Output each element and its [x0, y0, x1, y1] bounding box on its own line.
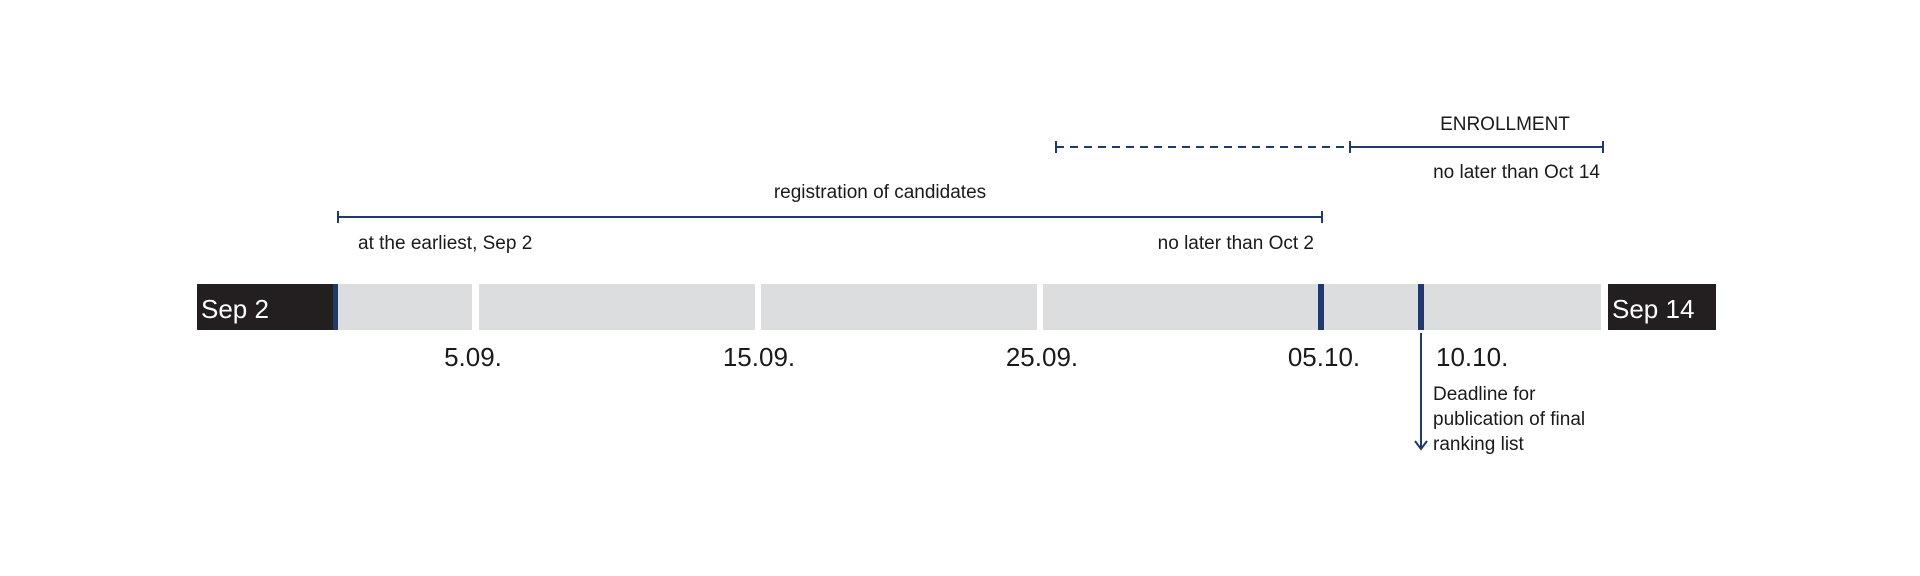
tick-label: 05.10.	[1288, 342, 1360, 372]
deadline-annotation: Deadline for publication of final rankin…	[1414, 333, 1585, 455]
enrollment-end-note: no later than Oct 14	[1433, 162, 1600, 183]
enrollment-bracket: ENROLLMENT no later than Oct 14	[1055, 114, 1604, 183]
start-cap-label: Sep 2	[201, 294, 269, 324]
deadline-note-line-2: publication of final	[1433, 409, 1585, 430]
deadline-note-line-3: ranking list	[1433, 434, 1525, 455]
registration-end-note: no later than Oct 2	[1158, 233, 1314, 254]
tick-label: 25.09.	[1006, 342, 1078, 372]
timeline-bar: Sep 2 Sep 14	[197, 284, 1716, 330]
tick-label: 10.10.	[1436, 342, 1508, 372]
track-segment-3	[761, 284, 1037, 330]
start-cap	[197, 284, 337, 330]
registration-bracket: registration of candidates at the earlie…	[337, 182, 1323, 254]
track-segment-2	[479, 284, 755, 330]
deadline-note-line-1: Deadline for	[1433, 384, 1536, 405]
tick-label: 5.09.	[444, 342, 502, 372]
registration-start-note: at the earliest, Sep 2	[358, 233, 532, 254]
end-cap	[1608, 284, 1716, 330]
tick-labels: 5.09. 15.09. 25.09. 05.10. 10.10.	[444, 342, 1508, 372]
deadline-marker	[1418, 284, 1424, 330]
track-segment-1	[337, 284, 472, 330]
registration-title: registration of candidates	[774, 182, 986, 203]
end-cap-label: Sep 14	[1612, 294, 1694, 324]
enrollment-title: ENROLLMENT	[1440, 114, 1570, 135]
tick-label: 15.09.	[723, 342, 795, 372]
registration-end-marker	[1318, 284, 1324, 330]
registration-start-marker	[333, 284, 338, 330]
arrow-down-icon	[1414, 440, 1428, 451]
